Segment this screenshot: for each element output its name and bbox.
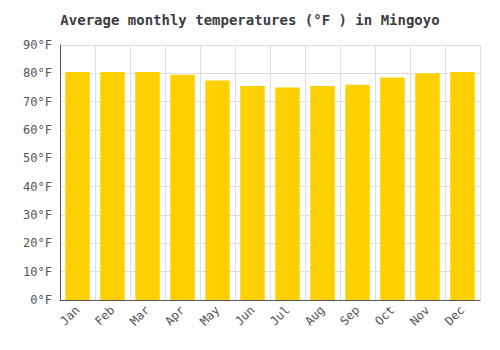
svg-text:Apr: Apr xyxy=(162,303,187,328)
svg-text:50°F: 50°F xyxy=(23,151,52,165)
svg-text:Aug: Aug xyxy=(302,303,327,328)
svg-text:Nov: Nov xyxy=(407,303,432,328)
svg-text:40°F: 40°F xyxy=(23,180,52,194)
svg-text:Feb: Feb xyxy=(92,303,117,328)
svg-text:80°F: 80°F xyxy=(23,66,52,80)
svg-text:Jun: Jun xyxy=(232,303,257,328)
svg-text:30°F: 30°F xyxy=(23,208,52,222)
svg-text:0°F: 0°F xyxy=(30,293,52,307)
svg-text:Sep: Sep xyxy=(337,303,362,328)
svg-text:Oct: Oct xyxy=(372,303,397,328)
svg-text:May: May xyxy=(197,303,222,328)
svg-text:Jul: Jul xyxy=(267,303,292,328)
svg-text:Jan: Jan xyxy=(57,303,82,328)
svg-text:90°F: 90°F xyxy=(23,38,52,52)
svg-text:Average monthly temperatures (: Average monthly temperatures (°F ) in Mi… xyxy=(60,12,439,28)
svg-text:70°F: 70°F xyxy=(23,95,52,109)
svg-text:Mar: Mar xyxy=(127,303,152,328)
svg-text:20°F: 20°F xyxy=(23,236,52,250)
svg-text:10°F: 10°F xyxy=(23,265,52,279)
svg-text:60°F: 60°F xyxy=(23,123,52,137)
svg-text:Dec: Dec xyxy=(442,303,467,328)
